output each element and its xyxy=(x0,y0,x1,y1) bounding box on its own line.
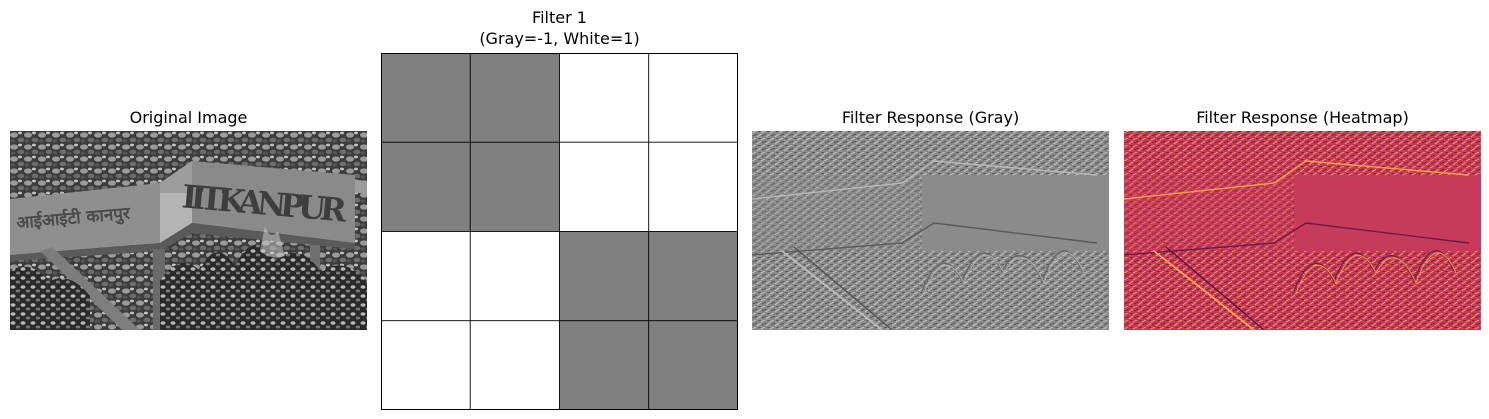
filter-kernel xyxy=(381,53,738,410)
response-heatmap-svg xyxy=(1124,131,1481,330)
filter-cell-1-2 xyxy=(559,141,650,232)
original-image: आईआईटी कानपुर IITKANPUR xyxy=(10,131,367,330)
filter-title-line1: Filter 1 xyxy=(532,8,587,27)
filter-cell-2-0 xyxy=(381,231,471,322)
filter-cell-2-2 xyxy=(559,231,650,322)
filter-kernel-svg xyxy=(381,53,738,410)
filter-cell-0-3 xyxy=(648,53,738,143)
response-gray-image xyxy=(752,131,1109,330)
response-heatmap-title: Filter Response (Heatmap) xyxy=(1196,108,1409,127)
response-heatmap-image xyxy=(1124,131,1481,330)
filter-cell-0-2 xyxy=(559,53,650,143)
response-gray-title: Filter Response (Gray) xyxy=(841,108,1020,127)
original-photo-svg: आईआईटी कानपुर IITKANPUR xyxy=(10,131,367,330)
filter-cell-3-2 xyxy=(559,320,650,410)
filter-cell-0-1 xyxy=(469,53,560,143)
filter-cell-2-3 xyxy=(648,231,738,322)
response-gray-svg xyxy=(752,131,1109,330)
filter-cell-2-1 xyxy=(469,231,560,322)
filter-cell-3-1 xyxy=(469,320,560,410)
filter-cell-1-0 xyxy=(381,141,471,232)
filter-cell-0-0 xyxy=(381,53,471,143)
filter-cell-3-3 xyxy=(648,320,738,410)
original-image-title: Original Image xyxy=(129,108,248,127)
filter-cell-3-0 xyxy=(381,320,471,410)
filter-title-line2: (Gray=-1, White=1) xyxy=(479,29,640,48)
filter-cell-1-3 xyxy=(648,141,738,232)
filter-border xyxy=(381,53,738,410)
filter-cell-1-1 xyxy=(469,141,560,232)
